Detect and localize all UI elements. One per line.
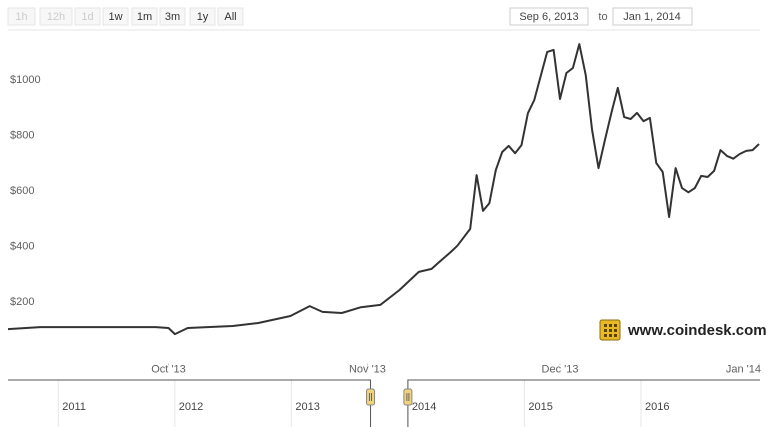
- navigator-tick-label: 2016: [645, 401, 669, 413]
- range-button-bg[interactable]: [189, 7, 216, 26]
- range-button[interactable]: 1w: [102, 7, 129, 26]
- range-button-label[interactable]: All: [224, 11, 236, 23]
- x-tick-label: Dec '13: [542, 363, 579, 375]
- watermark-icon-dot: [614, 329, 617, 332]
- watermark-icon-dot: [604, 324, 607, 327]
- range-button-label: 1h: [15, 11, 27, 23]
- x-tick-label: Jan '14: [726, 363, 761, 375]
- navigator-tick-label: 2015: [528, 401, 552, 413]
- range-button-label: 12h: [47, 11, 65, 23]
- y-tick-label: $200: [10, 296, 34, 308]
- range-button-bg[interactable]: [217, 7, 244, 26]
- date-from[interactable]: Sep 6, 2013: [519, 11, 578, 23]
- range-button[interactable]: 1y: [189, 7, 216, 26]
- navigator-tick-label: 2014: [412, 401, 436, 413]
- watermark-icon-dot: [604, 329, 607, 332]
- navigator-tick-label: 2013: [295, 401, 319, 413]
- range-button-label[interactable]: 1y: [197, 11, 209, 23]
- y-tick-label: $1000: [10, 74, 41, 86]
- range-button-bg: [74, 7, 101, 26]
- date-separator: to: [598, 11, 607, 23]
- navigator-tick-label: 2011: [62, 401, 86, 413]
- range-button: 1h: [7, 7, 36, 26]
- range-button-bg[interactable]: [131, 7, 158, 26]
- date-to[interactable]: Jan 1, 2014: [623, 11, 681, 23]
- watermark-icon-dot: [614, 324, 617, 327]
- x-tick-label: Oct '13: [151, 363, 186, 375]
- range-button[interactable]: 3m: [159, 7, 186, 26]
- range-button: 1d: [74, 7, 101, 26]
- range-button[interactable]: All: [217, 7, 244, 26]
- range-button-label[interactable]: 1m: [137, 11, 152, 23]
- range-button[interactable]: 1m: [131, 7, 158, 26]
- watermark: www.coindesk.com: [599, 319, 767, 341]
- range-button-bg: [39, 7, 73, 26]
- watermark-icon-dot: [614, 334, 617, 337]
- navigator-tick-label: 2012: [179, 401, 203, 413]
- y-tick-label: $400: [10, 240, 34, 252]
- watermark-text: www.coindesk.com: [627, 322, 767, 339]
- range-button-bg[interactable]: [102, 7, 129, 26]
- y-tick-label: $800: [10, 129, 34, 141]
- range-button-bg: [7, 7, 36, 26]
- range-button: 12h: [39, 7, 73, 26]
- navigator-handle[interactable]: [403, 388, 413, 406]
- range-button-label[interactable]: 3m: [165, 11, 180, 23]
- range-button-label: 1d: [81, 11, 93, 23]
- range-button-bg[interactable]: [159, 7, 186, 26]
- navigator-handle[interactable]: [366, 388, 376, 406]
- range-button-label[interactable]: 1w: [108, 11, 122, 23]
- price-line: [7, 43, 760, 336]
- date-to-box[interactable]: [612, 7, 693, 26]
- navigator-outline: [8, 379, 760, 427]
- watermark-icon-dot: [609, 329, 612, 332]
- x-tick-label: Nov '13: [349, 363, 386, 375]
- watermark-icon-dot: [609, 324, 612, 327]
- watermark-icon-dot: [609, 334, 612, 337]
- watermark-icon-dot: [604, 334, 607, 337]
- date-from-box[interactable]: [509, 7, 589, 26]
- y-tick-label: $600: [10, 185, 34, 197]
